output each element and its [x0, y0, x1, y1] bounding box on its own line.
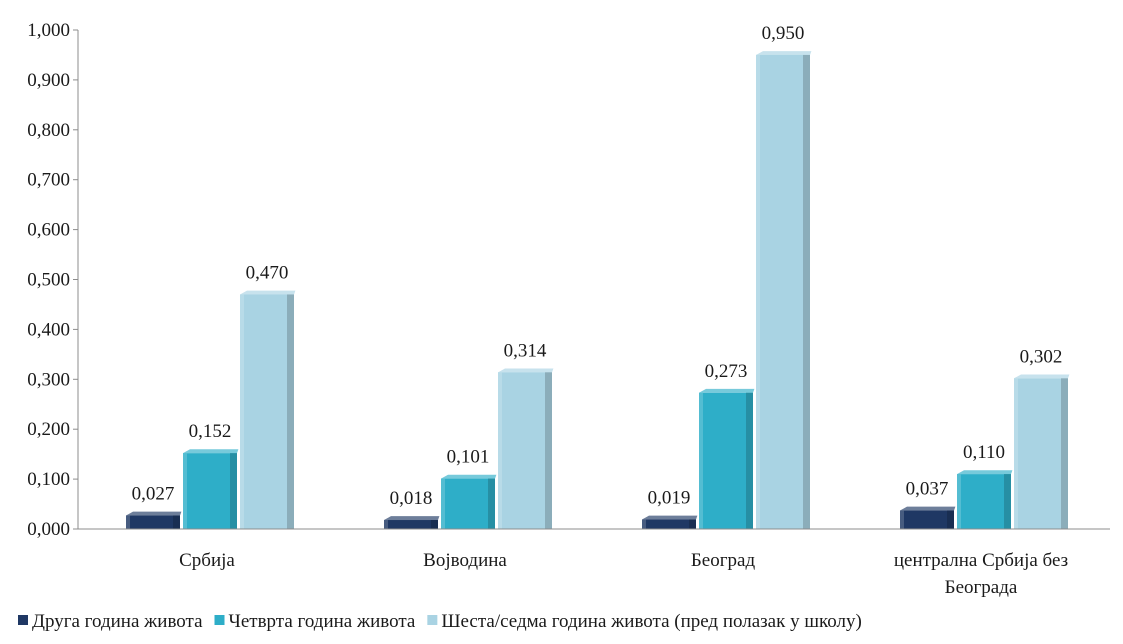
bar-top-face	[1014, 374, 1070, 379]
data-label: 0,302	[1020, 346, 1063, 367]
bar-highlight	[441, 478, 445, 529]
bar-highlight	[900, 510, 904, 529]
bar-highlight	[699, 392, 703, 529]
bar-top-face	[498, 368, 554, 373]
bar-top-face	[240, 290, 296, 295]
y-tick-label: 0,800	[27, 120, 70, 141]
y-tick-label: 0,700	[27, 170, 70, 191]
bar-side-shade	[488, 478, 495, 529]
legend-swatch	[18, 615, 28, 625]
data-label: 0,110	[963, 442, 1005, 463]
y-axis: 0,000 0,100 0,200 0,300 0,400 0,500 0,600 0,700…	[27, 20, 79, 540]
data-label: 0,273	[705, 361, 748, 382]
y-tick-label: 0,200	[27, 419, 70, 440]
bar-side-shade	[431, 520, 438, 529]
bar-top-face	[384, 516, 440, 521]
bar-side-shade	[803, 54, 810, 529]
y-tick-label: 0,600	[27, 220, 70, 241]
bar	[642, 519, 696, 529]
bar-highlight	[240, 294, 244, 529]
bar	[900, 510, 954, 529]
data-label: 0,018	[390, 488, 433, 509]
bar	[756, 54, 810, 529]
bar-side-shade	[230, 453, 237, 529]
x-axis: Србија Војводина Београд централна Србија б…	[78, 528, 1110, 598]
data-label: 0,101	[447, 447, 490, 468]
legend-label: Друга година живота	[32, 611, 203, 632]
data-label: 0,950	[762, 23, 805, 44]
legend: Друга година живота Четврта година живота…	[18, 611, 862, 632]
bar-side-shade	[746, 392, 753, 529]
legend-swatch	[427, 615, 438, 625]
bar	[183, 453, 237, 529]
bar	[1014, 378, 1068, 529]
bar-highlight	[756, 54, 760, 529]
bar-side-shade	[173, 515, 180, 529]
bar-highlight	[498, 372, 502, 529]
data-label: 0,314	[504, 340, 547, 361]
bar-top-face	[183, 449, 239, 454]
bar-side-shade	[1061, 378, 1068, 529]
bar-side-shade	[947, 510, 954, 529]
bar-top-face	[957, 470, 1013, 475]
y-tick-label: 1,000	[27, 20, 70, 41]
bar	[126, 515, 180, 529]
y-tick-label: 0,400	[27, 319, 70, 340]
y-tick-label: 0,100	[27, 469, 70, 490]
legend-swatch	[214, 615, 225, 625]
y-tick-label: 0,500	[27, 270, 70, 291]
bar-side-shade	[689, 519, 696, 529]
bar	[384, 520, 438, 529]
data-label: 0,019	[648, 488, 691, 509]
bar-top-face	[699, 388, 755, 393]
bar-top-face	[126, 511, 182, 516]
bar-side-shade	[1004, 474, 1011, 529]
data-label: 0,037	[906, 479, 949, 500]
bar-top-face	[756, 51, 812, 55]
bar	[498, 372, 552, 529]
bar-top-face	[900, 506, 956, 511]
y-tick-label: 0,300	[27, 369, 70, 390]
legend-label: Шеста/седма година живота (пред полазак …	[441, 611, 861, 632]
bar	[441, 478, 495, 529]
bar	[957, 474, 1011, 529]
bar	[240, 294, 294, 529]
legend-label: Четврта година живота	[229, 611, 416, 632]
data-label: 0,470	[246, 262, 289, 283]
bar-highlight	[126, 515, 130, 529]
category-label: Војводина	[423, 550, 507, 571]
bar	[699, 392, 753, 529]
bar-top-face	[642, 515, 698, 520]
y-tick-label: 0,000	[27, 519, 70, 540]
bar-side-shade	[545, 372, 552, 529]
bar-highlight	[1014, 378, 1018, 529]
bars: 0,027 0,152 0,470 0,018 0,101 0,314 0,019 0,273…	[126, 23, 1070, 529]
y-tick-label: 0,900	[27, 70, 70, 91]
bar-side-shade	[287, 294, 294, 529]
bar-top-face	[441, 474, 497, 479]
data-label: 0,152	[189, 421, 232, 442]
category-label: централна Србија без	[894, 550, 1068, 571]
bar-highlight	[183, 453, 187, 529]
data-label: 0,027	[132, 484, 175, 505]
bar-highlight	[957, 474, 961, 529]
category-label: Београд	[691, 550, 756, 571]
bar-highlight	[642, 519, 646, 529]
bar-highlight	[384, 520, 388, 529]
category-label: Београда	[945, 577, 1018, 598]
category-label: Србија	[179, 550, 235, 571]
